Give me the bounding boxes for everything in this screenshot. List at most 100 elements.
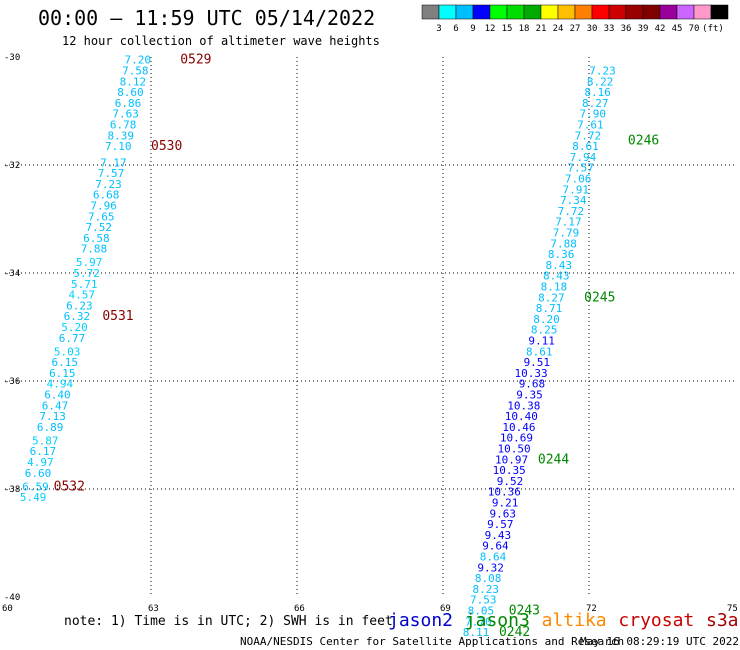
legend-entry: cryosat	[618, 610, 694, 631]
x-tick-label: 66	[294, 604, 305, 614]
colorbar-swatch	[506, 4, 525, 20]
swh-value-label: 6.40	[44, 389, 71, 402]
colorbar-swatch	[472, 4, 491, 20]
swh-value-label: 10.38	[507, 399, 540, 412]
swh-value-label: 9.51	[524, 356, 551, 369]
swh-value-label: 6.15	[52, 356, 79, 369]
time-label: 0243	[509, 604, 540, 619]
swh-value-label: 7.17	[100, 156, 127, 169]
colorbar-label: 6	[453, 24, 458, 34]
swh-value-label: 6.86	[115, 97, 142, 110]
colorbar-swatch	[557, 4, 576, 20]
swh-value-label: 10.50	[497, 443, 530, 456]
swh-value-label: 7.58	[122, 65, 149, 78]
footer-credit: NOAA/NESDIS Center for Satellite Applica…	[240, 635, 624, 648]
time-label: 0245	[584, 290, 615, 305]
swh-value-label: 8.43	[545, 259, 572, 272]
swh-value-label: 6.59	[22, 480, 49, 493]
time-label: 0244	[538, 452, 569, 467]
time-label: 0529	[180, 53, 211, 68]
swh-value-label: 7.57	[98, 167, 125, 180]
swh-value-label: 9.64	[482, 540, 509, 553]
swh-value-label: 8.71	[536, 302, 563, 315]
swh-value-label: 9.52	[497, 475, 524, 488]
colorbar-label: 21	[536, 24, 547, 34]
swh-value-label: 10.33	[515, 367, 548, 380]
swh-value-label: 5.97	[76, 256, 103, 269]
colorbar-label: 3	[436, 24, 441, 34]
swh-value-label: 6.77	[59, 332, 86, 345]
colorbar-unit: (ft)	[702, 24, 724, 34]
legend-entry: altika	[542, 610, 607, 631]
colorbar-label: 12	[485, 24, 496, 34]
swh-value-label: 8.12	[120, 75, 147, 88]
swh-value-label: 5.03	[54, 345, 81, 358]
time-label: 0242	[499, 625, 530, 640]
data-marks: 7.207.588.128.606.867.636.788.397.10 7.17…	[20, 53, 659, 640]
colorbar-swatch	[710, 4, 729, 20]
swh-value-label: 10.46	[502, 421, 535, 434]
y-tick-label: -38	[4, 485, 20, 495]
footer-note: note: 1) Time is in UTC; 2) SWH is in fe…	[64, 614, 393, 629]
swh-value-label: 8.36	[548, 248, 575, 261]
colorbar-label: 42	[655, 24, 666, 34]
colorbar-label: 24	[553, 24, 564, 34]
swh-value-label: 8.61	[572, 140, 599, 153]
colorbar-label: 9	[470, 24, 475, 34]
colorbar-swatch	[540, 4, 559, 20]
swh-value-label: 6.60	[25, 467, 52, 480]
colorbar-label: 36	[621, 24, 632, 34]
swh-value-label: 8.27	[538, 291, 565, 304]
colorbar-swatch	[625, 4, 644, 20]
footer-timestamp: May 16 08:29:19 UTC 2022	[580, 635, 739, 648]
y-tick-label: -30	[4, 53, 20, 63]
colorbar-swatch	[455, 4, 474, 20]
swh-value-label: 9.68	[519, 378, 546, 391]
swh-value-label: 8.27	[582, 97, 609, 110]
y-tick-label: -36	[4, 377, 20, 387]
swh-value-label: 7.65	[88, 210, 115, 223]
colorbar-swatch	[608, 4, 627, 20]
x-tick-label: 69	[440, 604, 451, 614]
time-label: 0532	[54, 479, 85, 494]
swh-value-label: 7.23	[589, 65, 616, 78]
swh-value-label: 8.61	[526, 345, 553, 358]
swh-value-label: 4.97	[27, 456, 54, 469]
legend-entry: jason2	[388, 610, 453, 631]
colorbar-label: 18	[519, 24, 530, 34]
swh-value-label: 9.63	[490, 507, 517, 520]
y-tick-label: -34	[4, 269, 20, 279]
swh-value-label: 9.43	[485, 529, 512, 542]
swh-value-label: 8.60	[117, 86, 144, 99]
legend-entry: jason3	[465, 610, 530, 631]
colorbar-swatch	[523, 4, 542, 20]
swh-value-label: 10.69	[500, 432, 533, 445]
colorbar-label: 33	[604, 24, 615, 34]
colorbar-swatch	[693, 4, 712, 20]
swh-value-label: 5.87	[32, 434, 59, 447]
swh-value-label: 6.47	[42, 399, 69, 412]
colorbar: 3 6 9 12 15 18 21 24 27 30 33 36 39 42 45 70 (ft)	[421, 4, 729, 34]
swh-value-label: 8.05	[468, 605, 495, 618]
swh-value-label: 7.91	[563, 183, 590, 196]
x-tick-label: 60	[2, 604, 13, 614]
swh-value-label: 6.32	[64, 310, 91, 323]
swh-value-label: 5.20	[61, 321, 88, 334]
swh-value-label: 9.21	[492, 497, 519, 510]
swh-value-label: 7.61	[577, 119, 604, 132]
swh-value-label: 7.63	[112, 108, 139, 121]
colorbar-label: 39	[638, 24, 649, 34]
swh-value-label: 7.88	[81, 243, 108, 256]
legend-entry: s3a	[706, 610, 739, 631]
grid	[5, 57, 735, 597]
swh-value-label: 10.40	[505, 410, 538, 423]
swh-value-label: 7.53	[470, 594, 497, 607]
swh-value-label: 7.34	[560, 194, 587, 207]
chart-subtitle: 12 hour collection of altimeter wave hei…	[62, 34, 380, 48]
swh-value-label: 6.68	[93, 189, 120, 202]
swh-value-label: 5.49	[20, 491, 47, 504]
time-label: 0530	[151, 139, 182, 154]
swh-value-label: 7.57	[567, 162, 594, 175]
axis-ticks: 60 63 66 69 72 75 -30 -32 -34 -36 -38 -40	[2, 53, 738, 614]
